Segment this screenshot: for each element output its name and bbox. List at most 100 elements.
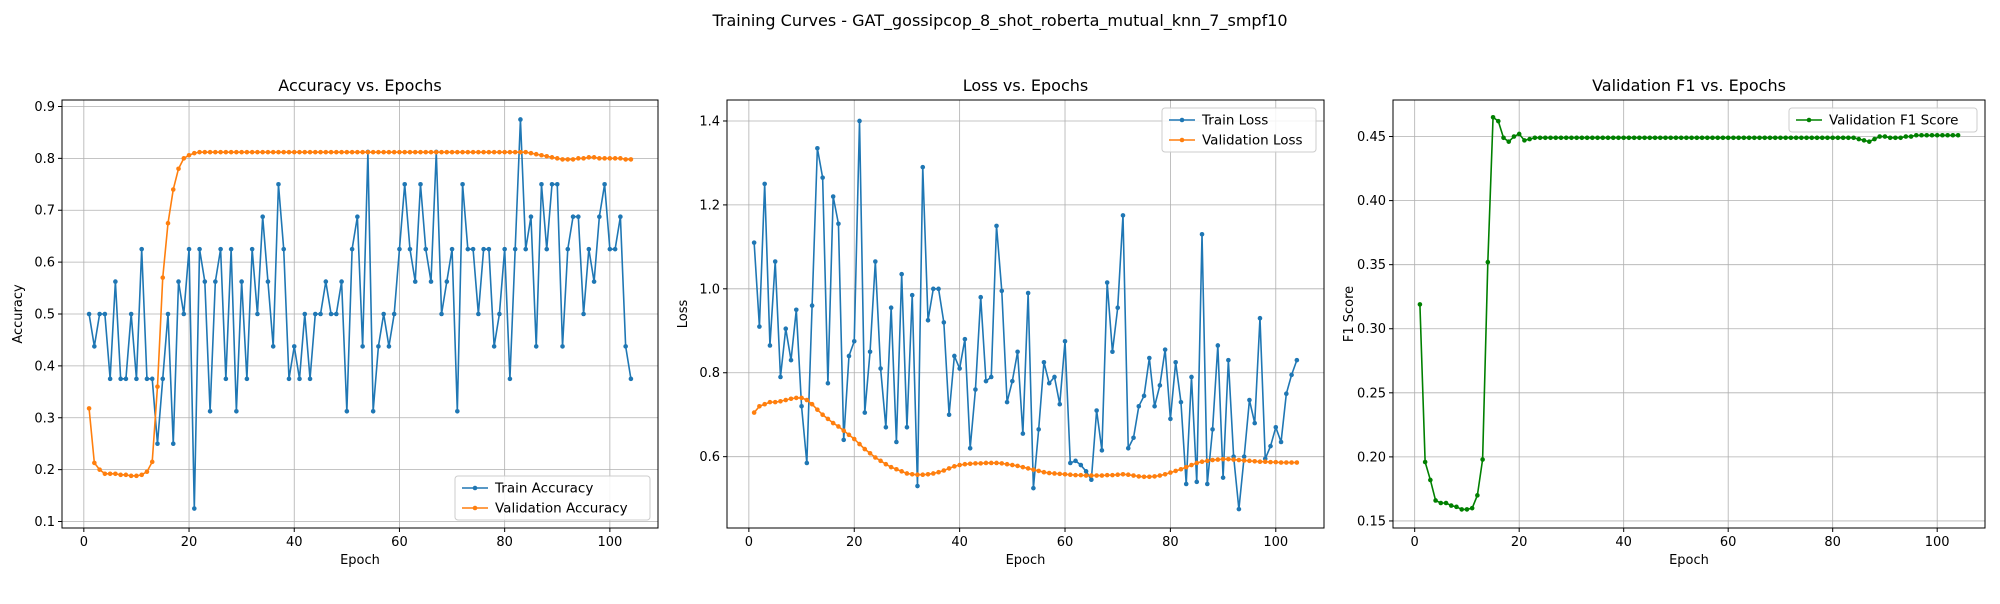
data-point [554, 182, 560, 187]
data-point [1893, 135, 1898, 141]
data-point [213, 149, 218, 155]
data-point [894, 439, 899, 445]
y-tick-label: 0.15 [1357, 514, 1386, 529]
data-point [1041, 469, 1047, 475]
data-point [1443, 500, 1449, 506]
data-point [1490, 115, 1496, 120]
data-point [1036, 468, 1041, 474]
data-point [830, 194, 836, 199]
data-point [1715, 135, 1721, 141]
data-point [820, 412, 825, 418]
data-point [533, 344, 539, 349]
data-point [1809, 135, 1815, 141]
y-tick-label: 0.5 [34, 308, 55, 323]
data-point [123, 472, 129, 478]
data-point [244, 149, 250, 155]
data-point [978, 294, 984, 300]
data-point [1273, 459, 1279, 465]
data-point [260, 149, 265, 155]
x-axis-label: Epoch [1669, 553, 1709, 568]
data-point [502, 246, 507, 252]
data-point [312, 149, 318, 155]
data-point [192, 506, 197, 511]
data-point [170, 441, 176, 447]
subplot-title: Loss vs. Epochs [963, 76, 1088, 95]
data-point [618, 214, 623, 220]
data-point [1663, 135, 1668, 141]
data-point [623, 157, 628, 162]
data-point [486, 149, 492, 155]
data-point [349, 246, 355, 252]
axes-frame [1392, 99, 1986, 529]
data-point [1152, 404, 1157, 409]
data-point [344, 149, 350, 155]
data-point [1041, 359, 1047, 365]
data-point [1919, 132, 1924, 138]
data-point [334, 149, 339, 155]
data-point [1173, 468, 1178, 474]
data-point [1772, 135, 1778, 141]
data-point [867, 349, 873, 355]
y-tick-label: 0.35 [1357, 258, 1386, 273]
x-tick-label: 100 [1925, 535, 1950, 550]
data-point [1495, 118, 1501, 124]
data-point [455, 149, 460, 155]
data-point [507, 149, 513, 155]
data-point [470, 246, 476, 252]
data-point [1417, 302, 1423, 307]
data-point [370, 408, 376, 414]
data-point [1252, 458, 1258, 464]
data-point [1579, 135, 1585, 141]
data-point [878, 458, 883, 464]
x-tick-label: 100 [1263, 535, 1288, 550]
data-point [1699, 135, 1705, 141]
data-point [449, 246, 455, 252]
data-point [554, 156, 560, 161]
data-point [549, 182, 555, 187]
x-tick-label: 0 [1411, 535, 1419, 550]
data-point [883, 424, 889, 430]
data-point [607, 246, 613, 252]
data-point [1610, 135, 1616, 141]
data-point [402, 149, 408, 155]
data-point [1652, 135, 1658, 141]
data-point [528, 150, 534, 156]
data-point [1433, 498, 1438, 503]
data-point [491, 149, 497, 155]
data-point [360, 344, 365, 349]
data-point [533, 151, 539, 157]
data-point [1004, 461, 1010, 467]
data-point [97, 311, 102, 317]
data-point [1183, 464, 1189, 470]
data-point [1157, 473, 1163, 478]
data-point [444, 149, 450, 155]
data-point [1950, 132, 1956, 138]
data-point [825, 416, 831, 422]
data-point [628, 157, 634, 162]
data-point [391, 149, 397, 155]
legend-marker-2 [472, 505, 478, 511]
data-point [276, 182, 281, 187]
data-point [165, 311, 171, 317]
data-point [1178, 399, 1184, 405]
data-point [846, 353, 852, 359]
data-point [528, 214, 534, 220]
data-point [497, 311, 502, 317]
data-point [751, 410, 757, 415]
data-point [1887, 135, 1893, 141]
data-point [793, 307, 799, 313]
legend-label-1: Train Accuracy [494, 481, 593, 497]
data-point [92, 344, 97, 349]
subplot-title: Validation F1 vs. Epochs [1592, 76, 1786, 95]
data-point [207, 149, 213, 155]
data-point [1689, 135, 1694, 141]
data-point [433, 149, 439, 155]
data-point [1168, 470, 1173, 475]
data-point [176, 279, 181, 284]
data-point [1924, 132, 1930, 138]
data-point [1136, 474, 1142, 479]
data-point [1908, 134, 1914, 139]
data-point [407, 246, 413, 252]
data-point [1104, 472, 1110, 478]
